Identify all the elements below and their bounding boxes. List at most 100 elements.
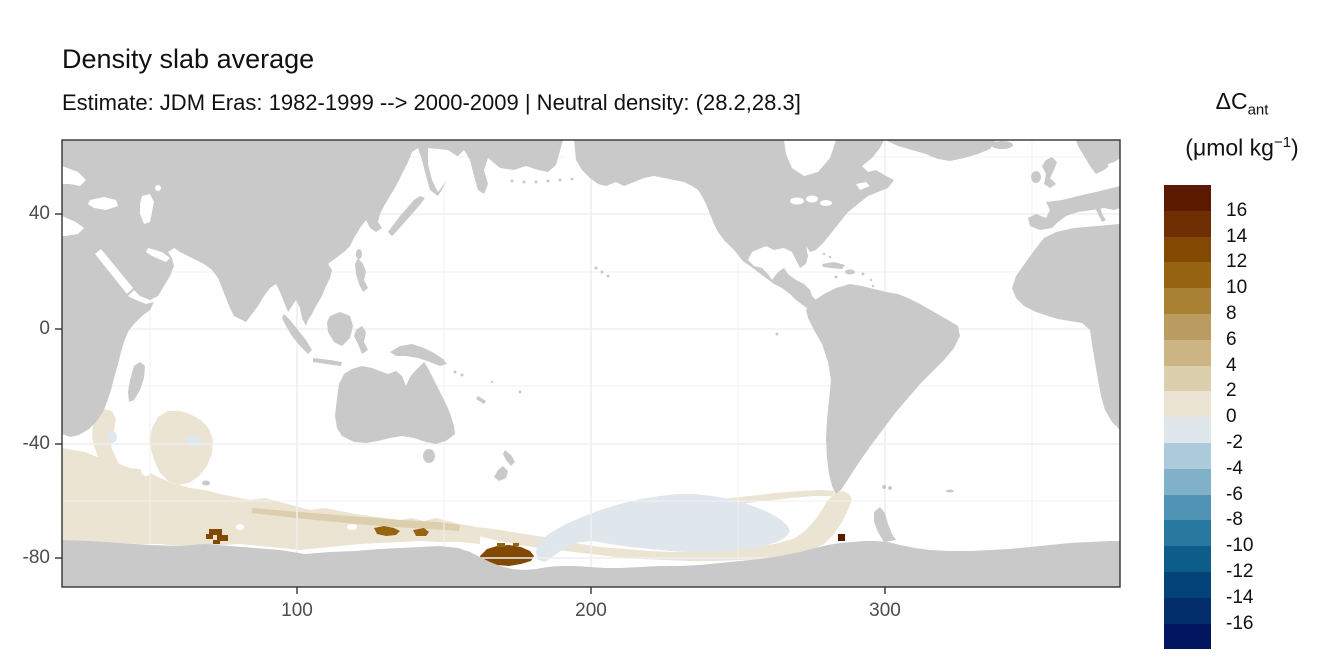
sea-okhotsk — [428, 148, 460, 192]
x-tick-label: 100 — [281, 600, 313, 621]
land-cuba — [822, 262, 845, 269]
sea-hudson-bay — [784, 140, 836, 176]
land-ireland — [1031, 171, 1041, 183]
land-sumatra — [282, 314, 312, 354]
legend-color-cell — [1164, 185, 1211, 211]
legend-color-cell — [1164, 520, 1211, 547]
land-greenland — [885, 140, 996, 161]
legend-tick-label: 6 — [1226, 328, 1237, 350]
legend-tick-label: 4 — [1226, 354, 1237, 376]
data-spot-golden-brown — [374, 526, 519, 547]
land-kerguelen — [202, 480, 210, 486]
legend-tick-label: -16 — [1226, 612, 1254, 634]
land-borneo — [327, 312, 353, 346]
land-antarctic-peninsula — [874, 507, 896, 542]
sea-mediterranean-left — [62, 216, 84, 236]
land-italy — [1094, 202, 1106, 222]
legend-color-cell — [1164, 288, 1211, 314]
legend-colorbar — [1164, 185, 1211, 650]
legend-units: (μmol kg−1) — [1185, 134, 1299, 161]
legend-tick-label: 10 — [1226, 277, 1248, 299]
legend-tick-label: -14 — [1226, 586, 1254, 608]
land-sulawesi — [354, 326, 368, 354]
y-tick-label: 40 — [28, 203, 50, 224]
legend-title: ΔCant — [1215, 88, 1269, 119]
sea-aral — [155, 185, 161, 191]
legend-tick-label: 14 — [1226, 225, 1248, 247]
land-hainan — [322, 263, 328, 269]
sea-black — [88, 197, 118, 210]
land-south-america — [806, 284, 960, 494]
land-australia — [335, 362, 455, 444]
sea-baltic-right — [1108, 160, 1120, 186]
legend-tick-label: -4 — [1226, 457, 1243, 479]
sea-persian-gulf — [146, 248, 170, 262]
land-new-guinea — [390, 344, 447, 366]
land-north-america — [574, 140, 894, 310]
lake-erie-ontario — [820, 200, 832, 206]
land-madagascar — [128, 362, 145, 402]
land-philippines — [355, 258, 368, 292]
sea-red — [95, 249, 133, 294]
land-eurasia-africa — [62, 140, 563, 437]
sea-st-lawrence — [856, 182, 870, 190]
land-taiwan — [356, 249, 362, 259]
legend-color-cell — [1164, 494, 1211, 521]
legend-color-cell — [1164, 623, 1211, 650]
x-tick-label: 200 — [575, 600, 607, 621]
legend-tick-label: 16 — [1226, 199, 1248, 221]
legend-color-cell — [1164, 442, 1211, 469]
legend-color-cell — [1164, 313, 1211, 340]
land-iceland — [991, 141, 1013, 149]
legend-tick-label: 2 — [1226, 380, 1237, 402]
legend-color-cell — [1164, 339, 1211, 366]
data-spot-dark-brown — [206, 529, 534, 566]
land-hispaniola — [845, 269, 855, 275]
legend-tick-label: -12 — [1226, 561, 1254, 582]
y-tick-label: -40 — [22, 433, 50, 454]
sea-baltic — [62, 166, 86, 186]
data-holes — [141, 464, 357, 530]
land-nz-north — [503, 450, 515, 466]
y-tick-label: -80 — [22, 547, 50, 568]
land-java — [313, 358, 342, 366]
chart-subtitle: Estimate: JDM Eras: 1982-1999 --> 2000-2… — [62, 90, 801, 115]
sea-caspian — [140, 194, 154, 224]
chart-title: Density slab average — [62, 44, 315, 74]
lake-superior — [790, 197, 804, 205]
y-tick-label: 0 — [39, 318, 50, 339]
legend-tick-label: 8 — [1226, 303, 1237, 324]
data-patch-tan — [252, 508, 460, 531]
land-falklands — [882, 485, 886, 489]
land-sri-lanka — [238, 301, 246, 313]
land-japan — [388, 196, 425, 236]
data-spot-maroon — [838, 534, 845, 541]
legend-tick-label: 12 — [1226, 251, 1248, 273]
sea-gulf-california — [722, 242, 742, 264]
lake-huron — [806, 195, 818, 203]
land-uk — [1042, 157, 1057, 188]
legend-color-cell — [1164, 417, 1211, 443]
legend-tick-label: -8 — [1226, 509, 1243, 531]
x-tick-label: 300 — [869, 600, 901, 621]
legend-color-cell — [1164, 236, 1211, 263]
legend-color-cell — [1164, 546, 1211, 572]
legend-tick-label: -10 — [1226, 535, 1254, 557]
land-tasmania — [423, 449, 435, 463]
legend-color-cell — [1164, 391, 1211, 418]
axis-tick-marks — [55, 213, 886, 594]
land-south-georgia — [946, 489, 954, 493]
legend-color-cell — [1164, 365, 1211, 392]
legend-color-cell — [1164, 597, 1211, 624]
legend-tick-label: -2 — [1226, 432, 1243, 453]
legend-tick-label: 0 — [1226, 406, 1237, 428]
land-new-caledonia — [476, 396, 486, 404]
legend-tick-label: -6 — [1226, 483, 1243, 505]
land-antarctica — [62, 540, 1120, 587]
land-europe — [1028, 186, 1120, 230]
land-nz-south — [494, 466, 508, 481]
land-galapagos — [775, 332, 779, 336]
sea-cutouts — [62, 140, 1120, 294]
